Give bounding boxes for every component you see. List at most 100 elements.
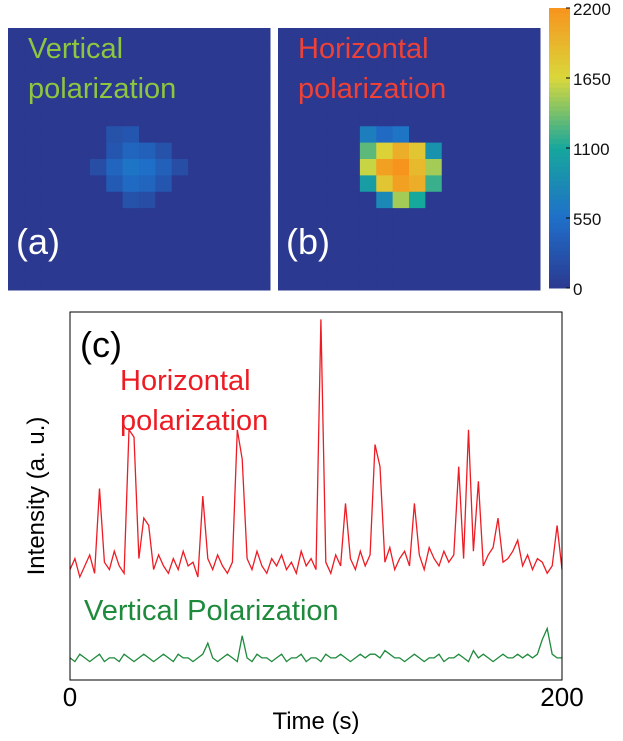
colorbar-segment xyxy=(549,87,570,92)
series-line xyxy=(70,629,562,662)
heat-cell xyxy=(123,257,140,274)
heat-cell xyxy=(188,208,205,225)
heat-cell xyxy=(491,208,508,225)
heat-cell xyxy=(475,44,492,61)
heat-cell xyxy=(188,175,205,192)
heat-cell xyxy=(8,94,25,111)
heat-cell xyxy=(458,208,475,225)
heat-cell xyxy=(376,192,393,209)
heat-cell xyxy=(475,208,492,225)
heat-cell xyxy=(409,175,426,192)
heat-cell xyxy=(172,274,189,291)
heat-cell xyxy=(311,126,328,143)
heat-cell xyxy=(123,208,140,225)
colorbar-segment xyxy=(549,181,570,186)
colorbar-tick-label: 1100 xyxy=(573,140,610,159)
heat-cell xyxy=(376,175,393,192)
heat-cell xyxy=(491,77,508,94)
heat-cell xyxy=(57,274,74,291)
heat-cell xyxy=(106,208,123,225)
heat-cell xyxy=(393,143,410,160)
heat-cell xyxy=(123,192,140,209)
series-label: Horizontal xyxy=(120,365,251,397)
heat-cell xyxy=(205,94,222,111)
heat-cell xyxy=(205,28,222,45)
heat-cell xyxy=(172,192,189,209)
heat-cell xyxy=(524,225,541,242)
heat-cell xyxy=(123,159,140,176)
heat-cell xyxy=(278,44,295,61)
heat-cell xyxy=(254,44,271,61)
heat-cell xyxy=(327,274,344,291)
heat-cell xyxy=(74,274,91,291)
heat-cell xyxy=(278,94,295,111)
colorbar-segment xyxy=(549,167,570,172)
heat-cell xyxy=(393,192,410,209)
x-tick-label: 0 xyxy=(63,682,77,712)
colorbar-segment xyxy=(549,45,570,50)
heat-cell xyxy=(278,61,295,78)
heat-cell xyxy=(123,126,140,143)
panel-title: polarization xyxy=(28,73,176,105)
heat-cell xyxy=(123,274,140,291)
heat-cell xyxy=(237,77,254,94)
heat-cell xyxy=(507,159,524,176)
heat-cell xyxy=(491,192,508,209)
heat-cell xyxy=(425,126,442,143)
heat-cell xyxy=(442,208,459,225)
heat-cell xyxy=(311,274,328,291)
colorbar-segment xyxy=(549,274,570,279)
heat-cell xyxy=(491,175,508,192)
heat-cell xyxy=(172,28,189,45)
heat-cell xyxy=(41,192,58,209)
heat-cell xyxy=(425,208,442,225)
colorbar-segment xyxy=(549,106,570,111)
heat-cell xyxy=(442,44,459,61)
heat-cell xyxy=(139,126,156,143)
heat-cell xyxy=(139,241,156,258)
heat-cell xyxy=(57,126,74,143)
heat-cell xyxy=(221,192,238,209)
panel-label: (b) xyxy=(286,221,330,262)
heat-cell xyxy=(205,77,222,94)
heat-cell xyxy=(442,192,459,209)
heat-cell xyxy=(393,159,410,176)
heat-cell xyxy=(458,94,475,111)
colorbar-segment xyxy=(549,8,570,13)
heat-cell xyxy=(90,159,107,176)
heat-cell xyxy=(475,159,492,176)
heat-cell xyxy=(458,44,475,61)
heat-cell xyxy=(491,126,508,143)
heat-cell xyxy=(221,77,238,94)
heat-cell xyxy=(458,28,475,45)
colorbar-segment xyxy=(549,22,570,27)
heat-cell xyxy=(106,241,123,258)
colorbar-segment xyxy=(549,227,570,232)
heat-cell xyxy=(491,241,508,258)
heat-cell xyxy=(507,126,524,143)
heat-cell xyxy=(74,192,91,209)
heat-cell xyxy=(172,208,189,225)
heat-cell xyxy=(524,257,541,274)
heat-cell xyxy=(254,208,271,225)
heat-cell xyxy=(507,208,524,225)
heat-cell xyxy=(90,257,107,274)
heat-cell xyxy=(278,159,295,176)
heat-cell xyxy=(139,159,156,176)
heat-cell xyxy=(74,159,91,176)
heat-cell xyxy=(8,274,25,291)
heat-cell xyxy=(311,143,328,160)
heat-cell xyxy=(376,208,393,225)
colorbar-segment xyxy=(549,148,570,153)
heat-cell xyxy=(254,192,271,209)
colorbar-tick-label: 2200 xyxy=(573,0,611,19)
heat-cell xyxy=(278,126,295,143)
heat-cell xyxy=(221,225,238,242)
heat-cell xyxy=(475,225,492,242)
heat-cell xyxy=(155,208,172,225)
heat-cell xyxy=(221,257,238,274)
heat-cell xyxy=(393,208,410,225)
heat-cell xyxy=(221,94,238,111)
heat-cell xyxy=(188,143,205,160)
heat-cell xyxy=(376,274,393,291)
